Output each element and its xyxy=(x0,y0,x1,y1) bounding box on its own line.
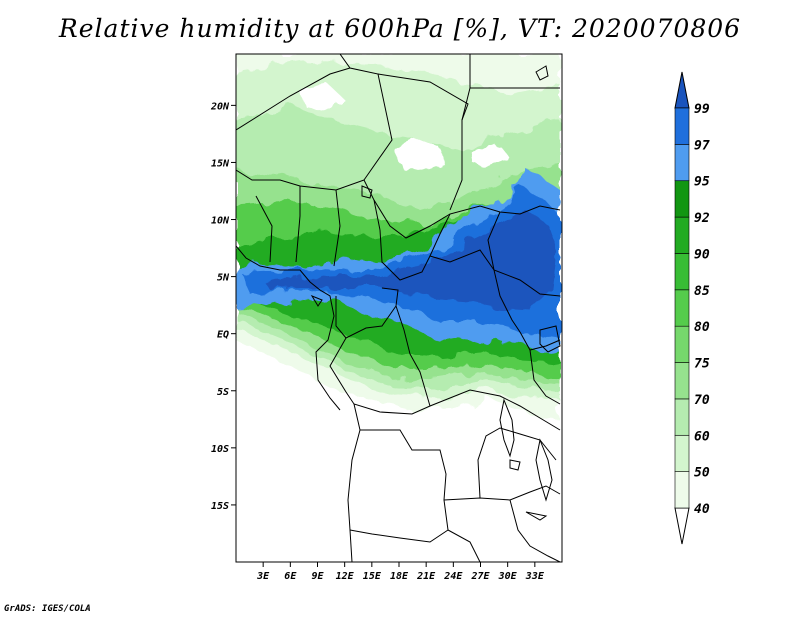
country-borders xyxy=(236,54,561,562)
colorbar-segment xyxy=(674,180,690,218)
lat-tick-label: 15S xyxy=(211,501,229,512)
dry-pocket xyxy=(300,86,345,110)
colorbar-label: 40 xyxy=(694,502,710,517)
lon-tick-label: 30E xyxy=(498,571,518,582)
map-axes: 3E 6E 9E 12E 15E 18E 21E 24E 27E 30E 33E 20N 15N 10N 5… xyxy=(210,101,545,582)
lat-tick-label: 10N xyxy=(211,216,230,227)
dry-pocket xyxy=(395,140,445,172)
colorbar-segment xyxy=(674,107,690,145)
colorbar-label: 50 xyxy=(694,466,710,481)
lat-tick-label: EQ xyxy=(217,330,229,341)
lon-tick-label: 15E xyxy=(363,571,382,582)
colorbar-segment xyxy=(674,144,690,182)
lon-tick-label: 21E xyxy=(416,571,436,582)
rh-99-region xyxy=(262,210,555,310)
lon-tick-label: 6E xyxy=(284,571,297,582)
dry-pocket xyxy=(470,146,510,166)
colorbar: 40 50 60 70 75 80 85 90 92 95 97 99 xyxy=(674,71,710,545)
lon-tick-label: 33E xyxy=(525,571,545,582)
colorbar-segment xyxy=(674,362,690,400)
lat-tick-label: 15N xyxy=(211,158,230,169)
colorbar-label: 99 xyxy=(694,102,710,117)
colorbar-label: 60 xyxy=(694,429,710,444)
lat-tick-label: 20N xyxy=(210,101,230,112)
lon-tick-label: 27E xyxy=(470,571,490,582)
coastline xyxy=(236,245,341,411)
lon-tick-label: 18E xyxy=(390,571,409,582)
colorbar-label: 95 xyxy=(694,175,710,190)
colorbar-cap-top xyxy=(674,71,690,109)
lat-tick-label: 5S xyxy=(217,387,229,398)
colorbar-segment xyxy=(674,434,690,472)
colorbar-segment xyxy=(674,398,690,436)
colorbar-label: 85 xyxy=(694,284,710,299)
colorbar-segment xyxy=(674,253,690,291)
colorbar-segment xyxy=(674,325,690,363)
colorbar-cap-bottom xyxy=(674,507,690,545)
lon-tick-label: 3E xyxy=(256,571,270,582)
lon-tick-label: 24E xyxy=(443,571,463,582)
colorbar-label: 90 xyxy=(694,247,710,262)
grads-credit: GrADS: IGES/COLA xyxy=(4,604,91,614)
colorbar-label: 75 xyxy=(694,357,710,372)
lon-tick-label: 12E xyxy=(336,571,355,582)
colorbar-label: 70 xyxy=(694,393,710,408)
colorbar-label: 80 xyxy=(694,320,710,335)
colorbar-segment xyxy=(674,471,690,509)
colorbar-segment xyxy=(674,216,690,254)
lon-tick-label: 9E xyxy=(311,571,324,582)
humidity-field xyxy=(236,54,561,562)
colorbar-segment xyxy=(674,289,690,327)
map-title: Relative humidity at 600hPa [%], VT: 202… xyxy=(58,14,742,43)
lat-tick-label: 5N xyxy=(217,273,230,284)
lat-tick-label: 10S xyxy=(211,444,229,455)
colorbar-label: 97 xyxy=(694,138,710,153)
colorbar-label: 92 xyxy=(694,211,710,226)
